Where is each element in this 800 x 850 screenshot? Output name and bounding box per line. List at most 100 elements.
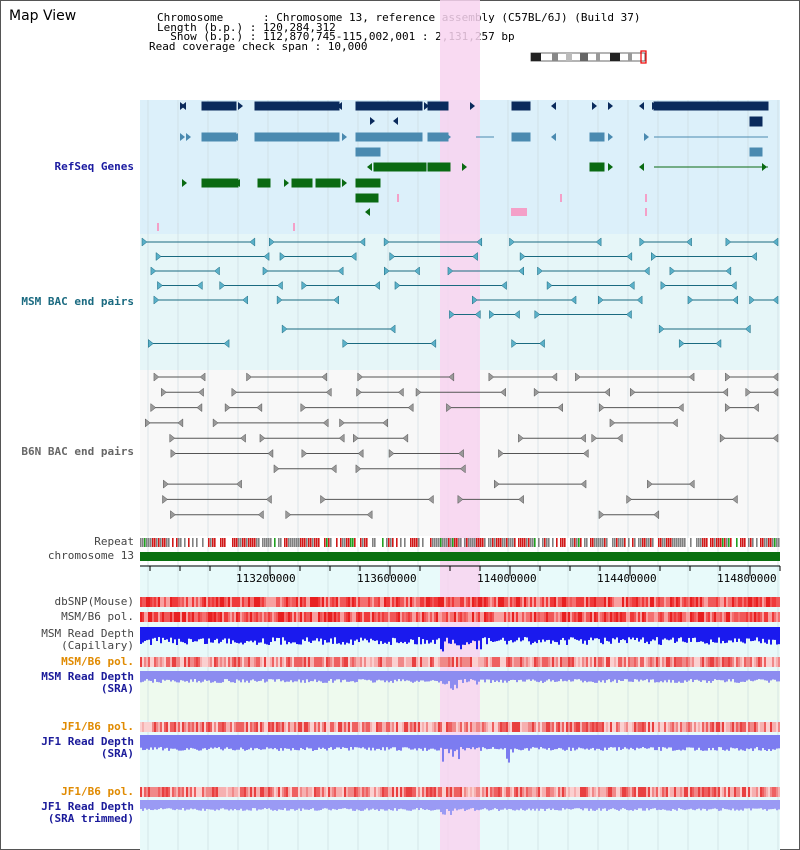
track-label-sra-trimmed: (SRA trimmed) [47, 812, 134, 825]
bac-end-marker [500, 387, 506, 397]
bac-end-marker [148, 338, 154, 349]
gene-strand-arrow [238, 102, 243, 110]
track-label-capillary: (Capillary) [61, 639, 134, 652]
bac-end-marker [321, 372, 328, 382]
gene-strand-arrow [652, 102, 657, 110]
bac-end-marker [725, 372, 731, 382]
bac-end-marker [249, 237, 256, 247]
bac-end-marker [219, 280, 226, 291]
gene-strand-arrow [470, 102, 475, 110]
track-label-jf1-sra: (SRA) [100, 747, 134, 760]
msm-b6-pol-track[interactable] [140, 612, 780, 622]
selected-region[interactable] [440, 0, 480, 850]
bac-end-marker [582, 448, 589, 459]
msm-read-depth-capillary-track[interactable] [140, 627, 780, 652]
track-label-msm-bac: MSM BAC end pairs [21, 295, 134, 308]
jf1-read-depth-trimmed-track[interactable] [140, 800, 780, 815]
bac-end-marker [551, 372, 558, 382]
jf1-read-depth-track[interactable] [140, 735, 780, 763]
gene-strand-arrow [762, 163, 767, 171]
bac-end-marker [224, 403, 231, 413]
refseq-genes-track[interactable] [157, 101, 769, 231]
bac-end-marker [715, 338, 722, 349]
bac-end-marker [242, 295, 248, 305]
gene-strand-arrow [370, 117, 375, 125]
bac-end-marker [669, 266, 676, 276]
bac-end-marker [415, 387, 422, 397]
bac-end-marker [246, 372, 252, 382]
track-label-repeat: Repeat [94, 535, 134, 548]
bac-end-marker [428, 494, 434, 504]
b6n-bac-end-pairs-track[interactable] [144, 372, 779, 520]
msm-b6-pol-sra-track[interactable] [140, 657, 780, 667]
track-label-msm-read-depth-cap: MSM Read Depth [41, 627, 134, 640]
track-label-msm-b6-pol-sra: MSM/B6 pol. [61, 655, 134, 668]
bac-end-marker [686, 237, 692, 247]
bac-end-marker [724, 403, 731, 413]
bac-end-marker [489, 309, 495, 320]
track-label-b6n-bac: B6N BAC end pairs [21, 445, 134, 458]
bac-end-marker [772, 295, 779, 305]
bac-end-marker [320, 494, 326, 504]
bac-end-marker [688, 479, 695, 489]
bac-end-marker [511, 338, 517, 349]
bac-end-marker [519, 251, 526, 262]
bac-end-marker [389, 251, 396, 262]
position-ruler [140, 565, 781, 576]
msm-bac-end-pairs-track[interactable] [141, 237, 779, 349]
bac-end-marker [643, 266, 650, 276]
bac-end-marker [575, 372, 581, 382]
bac-end-marker [509, 237, 515, 247]
bac-end-marker [628, 280, 635, 291]
bac-end-marker [322, 418, 329, 428]
bac-end-marker [262, 266, 269, 276]
bac-end-marker [518, 266, 525, 276]
jf1-b6-pol-track-2[interactable] [140, 787, 780, 797]
track-label-refseq: RefSeq Genes [54, 160, 134, 173]
bac-end-marker [277, 280, 283, 291]
bac-end-marker [498, 448, 504, 459]
bac-end-marker [402, 433, 409, 443]
jf1-b6-pol-track[interactable] [140, 722, 780, 732]
repeat-track[interactable] [140, 538, 780, 547]
bac-end-marker [330, 464, 337, 474]
bac-end-marker [749, 295, 755, 305]
bac-end-marker [259, 433, 266, 443]
bac-end-marker [240, 433, 246, 443]
bac-end-marker [639, 237, 646, 247]
bac-end-marker [374, 280, 380, 291]
bac-end-marker [357, 448, 364, 459]
bac-end-marker [199, 372, 206, 382]
gene-strand-arrow [644, 133, 649, 141]
dbsnp-track[interactable] [140, 597, 780, 607]
bac-end-marker [350, 251, 357, 262]
bac-end-marker [339, 418, 345, 428]
gene-strand-arrow [258, 102, 263, 110]
bac-end-marker [382, 418, 388, 428]
chromosome-ideogram[interactable] [530, 50, 647, 64]
bac-end-marker [732, 494, 738, 504]
bac-end-marker [231, 387, 238, 397]
gene-strand-arrow [551, 102, 556, 110]
bac-end-marker [150, 266, 157, 276]
gene-strand-arrow [393, 117, 398, 125]
bac-end-marker [537, 266, 543, 276]
bac-end-marker [389, 324, 396, 334]
track-label-msm-read-depth-sra: MSM Read Depth [41, 670, 134, 683]
bac-end-marker [609, 418, 616, 428]
msm-read-depth-sra-track[interactable] [140, 671, 780, 690]
bac-end-marker [388, 448, 395, 459]
bac-end-marker [626, 494, 633, 504]
bac-end-marker [383, 237, 390, 247]
gene-strand-arrow [592, 102, 597, 110]
chromosome-bar[interactable] [140, 552, 780, 561]
track-label-msm-b6-pol: MSM/B6 pol. [61, 610, 134, 623]
bac-end-marker [430, 338, 437, 349]
bac-end-marker [772, 237, 779, 247]
bac-end-marker [153, 372, 160, 382]
bac-end-marker [301, 448, 308, 459]
bac-end-marker [273, 464, 280, 474]
bac-end-marker [672, 418, 678, 428]
bac-end-marker [300, 403, 307, 413]
